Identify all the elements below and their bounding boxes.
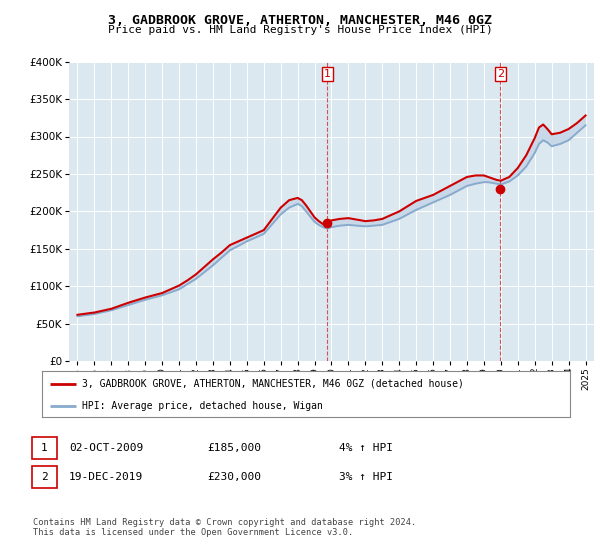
- Text: 3% ↑ HPI: 3% ↑ HPI: [339, 472, 393, 482]
- Text: 2: 2: [41, 472, 48, 482]
- Text: 3, GADBROOK GROVE, ATHERTON, MANCHESTER, M46 0GZ: 3, GADBROOK GROVE, ATHERTON, MANCHESTER,…: [108, 14, 492, 27]
- Text: 1: 1: [324, 69, 331, 79]
- Text: £230,000: £230,000: [207, 472, 261, 482]
- Text: 4% ↑ HPI: 4% ↑ HPI: [339, 443, 393, 453]
- Text: 2: 2: [497, 69, 504, 79]
- Text: 19-DEC-2019: 19-DEC-2019: [69, 472, 143, 482]
- Text: Price paid vs. HM Land Registry's House Price Index (HPI): Price paid vs. HM Land Registry's House …: [107, 25, 493, 35]
- Text: £185,000: £185,000: [207, 443, 261, 453]
- Text: Contains HM Land Registry data © Crown copyright and database right 2024.
This d: Contains HM Land Registry data © Crown c…: [33, 518, 416, 538]
- Text: HPI: Average price, detached house, Wigan: HPI: Average price, detached house, Wiga…: [82, 401, 322, 410]
- Text: 1: 1: [41, 443, 48, 453]
- Text: 02-OCT-2009: 02-OCT-2009: [69, 443, 143, 453]
- Text: 3, GADBROOK GROVE, ATHERTON, MANCHESTER, M46 0GZ (detached house): 3, GADBROOK GROVE, ATHERTON, MANCHESTER,…: [82, 379, 463, 389]
